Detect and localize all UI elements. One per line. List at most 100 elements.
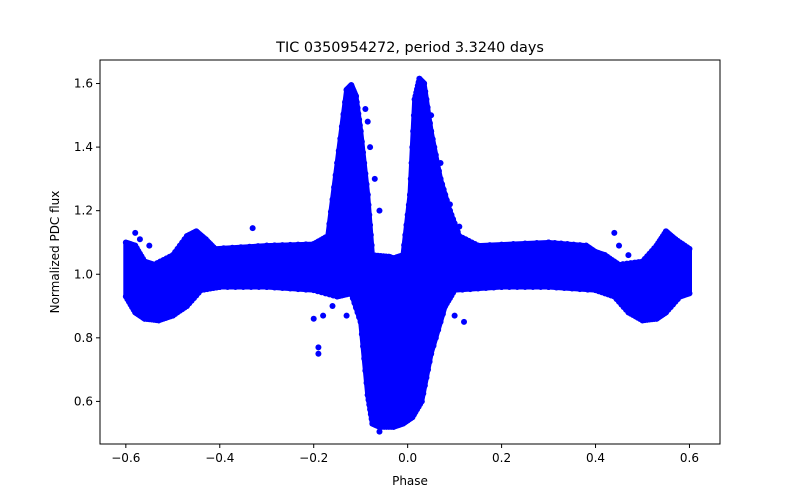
data-point xyxy=(349,295,356,302)
data-point xyxy=(686,290,693,297)
data-point xyxy=(376,428,383,435)
data-point xyxy=(475,285,482,292)
data-point xyxy=(366,211,373,218)
data-point xyxy=(401,242,408,249)
data-point xyxy=(506,283,513,290)
data-point xyxy=(459,286,466,293)
data-point xyxy=(426,120,433,127)
data-point xyxy=(490,284,497,291)
data-point xyxy=(414,366,421,373)
data-point xyxy=(405,201,412,208)
data-point xyxy=(357,128,364,135)
data-point xyxy=(440,186,447,193)
x-axis-label: Phase xyxy=(392,474,428,488)
data-point xyxy=(271,284,278,291)
data-point xyxy=(246,243,253,250)
data-point xyxy=(522,240,529,247)
data-point xyxy=(353,99,360,106)
data-point xyxy=(232,283,239,290)
data-point xyxy=(315,344,322,351)
data-point xyxy=(408,159,415,166)
y-tick-label: 0.6 xyxy=(74,394,93,408)
data-point xyxy=(584,286,591,293)
data-point xyxy=(367,144,374,151)
y-axis: 0.6 0.8 1.0 1.2 1.4 1.6 xyxy=(74,77,100,408)
data-point xyxy=(424,104,431,111)
data-point xyxy=(428,112,435,119)
data-point xyxy=(522,283,529,290)
data-point xyxy=(616,242,623,249)
x-tick-label: −0.6 xyxy=(111,451,140,465)
data-point xyxy=(287,285,294,292)
data-point xyxy=(352,304,359,311)
data-point xyxy=(332,172,339,179)
x-tick-label: −0.2 xyxy=(299,451,328,465)
data-point xyxy=(352,93,359,100)
data-point xyxy=(368,415,375,422)
data-point xyxy=(255,243,262,250)
data-point xyxy=(545,283,552,290)
data-point xyxy=(146,242,153,249)
data-point xyxy=(430,342,437,349)
y-tick-label: 1.2 xyxy=(74,204,93,218)
data-point xyxy=(422,88,429,95)
data-point xyxy=(287,241,294,248)
data-point xyxy=(315,350,322,357)
data-point xyxy=(358,138,365,145)
data-point xyxy=(335,147,342,154)
data-point xyxy=(533,239,540,246)
data-point xyxy=(354,104,361,111)
data-point xyxy=(510,241,517,248)
data-point xyxy=(429,136,436,143)
data-point xyxy=(212,245,219,252)
data-point xyxy=(365,201,372,208)
data-point xyxy=(486,242,493,249)
data-point xyxy=(423,374,430,381)
plot-frame xyxy=(99,59,721,445)
data-point xyxy=(423,96,430,103)
data-point xyxy=(537,283,544,290)
data-point xyxy=(399,252,406,259)
data-point xyxy=(561,285,568,292)
data-point xyxy=(263,283,270,290)
y-tick-label: 1.0 xyxy=(74,267,93,281)
data-point xyxy=(237,244,244,251)
data-point xyxy=(361,159,368,166)
data-point xyxy=(426,358,433,365)
data-point xyxy=(327,208,334,215)
data-point xyxy=(432,152,439,159)
data-point xyxy=(553,284,560,291)
data-point xyxy=(302,286,309,293)
data-point xyxy=(551,239,558,246)
data-point xyxy=(295,286,302,293)
data-point xyxy=(367,221,374,228)
data-point xyxy=(360,343,367,350)
data-point xyxy=(363,379,370,386)
data-point xyxy=(310,315,317,322)
data-point xyxy=(229,244,236,251)
data-point xyxy=(439,181,446,188)
data-point xyxy=(364,191,371,198)
data-point xyxy=(324,233,331,240)
data-point xyxy=(302,241,309,248)
data-point xyxy=(529,283,536,290)
data-point xyxy=(337,135,344,142)
data-point xyxy=(240,283,247,290)
data-point xyxy=(368,242,375,249)
data-point xyxy=(371,175,378,182)
data-point xyxy=(216,283,223,290)
x-tick-label: 0.2 xyxy=(492,451,511,465)
data-point xyxy=(435,167,442,174)
data-point xyxy=(402,232,409,239)
data-point xyxy=(363,181,370,188)
data-point xyxy=(364,392,371,399)
data-point xyxy=(358,331,365,338)
data-point xyxy=(545,239,552,246)
scatter-points xyxy=(122,75,693,435)
data-point xyxy=(326,220,333,227)
data-point xyxy=(564,241,571,248)
data-point xyxy=(625,252,632,259)
data-point xyxy=(425,366,432,373)
data-point xyxy=(342,99,349,106)
data-point xyxy=(576,242,583,249)
